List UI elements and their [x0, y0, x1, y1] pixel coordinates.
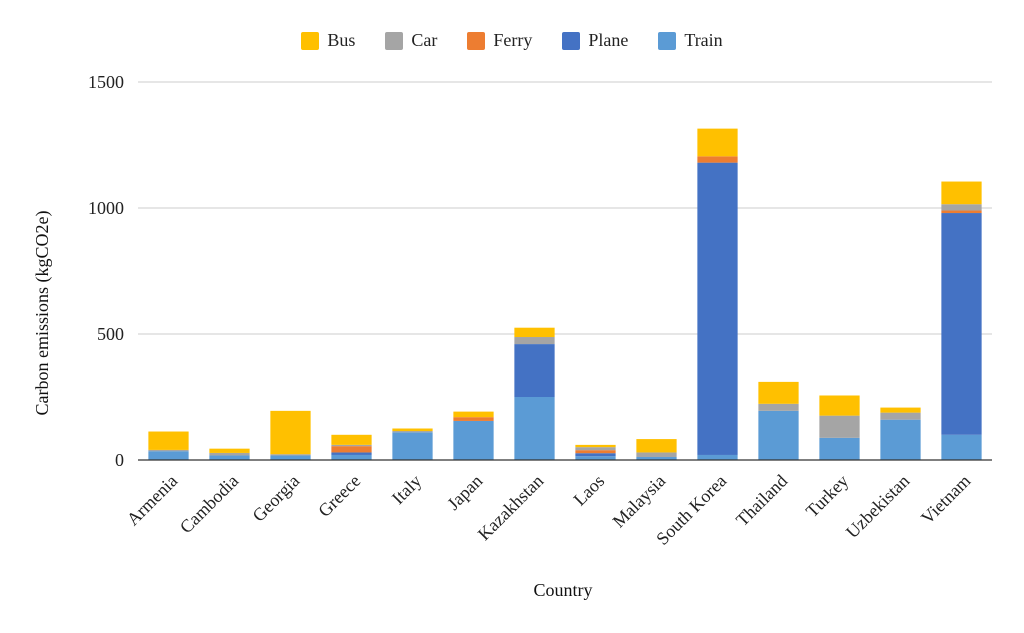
bar-car-greece[interactable] [331, 444, 372, 447]
bar-car-thailand[interactable] [758, 403, 799, 411]
bar-train-south-korea[interactable] [697, 454, 738, 460]
x-tick-label: Thailand [732, 471, 791, 530]
bar-plane-laos[interactable] [575, 453, 616, 457]
legend: Bus Car Ferry Plane Train [0, 30, 1024, 51]
bar-plane-vietnam[interactable] [941, 213, 982, 435]
legend-label-ferry: Ferry [493, 30, 533, 50]
y-tick-label: 500 [97, 324, 124, 344]
legend-swatch-car [385, 31, 404, 50]
bar-ferry-laos[interactable] [575, 450, 616, 454]
bar-bus-vietnam[interactable] [941, 181, 982, 205]
y-tick-label: 0 [115, 450, 124, 470]
bar-car-cambodia[interactable] [209, 452, 250, 456]
bar-car-laos[interactable] [575, 447, 616, 451]
bar-car-turkey[interactable] [819, 415, 860, 438]
x-tick-label: Japan [443, 471, 486, 514]
legend-label-train: Train [684, 30, 723, 50]
bar-car-italy[interactable] [392, 431, 433, 433]
bar-bus-armenia[interactable] [148, 431, 189, 450]
bar-train-kazakhstan[interactable] [514, 397, 555, 460]
x-tick-label: Uzbekistan [842, 471, 913, 542]
x-tick-label: Greece [314, 471, 364, 521]
legend-swatch-train [658, 31, 677, 50]
x-tick-label: Armenia [123, 471, 182, 530]
y-tick-label: 1500 [88, 72, 124, 92]
y-tick-labels: 0 500 1000 1500 [88, 72, 124, 470]
bar-bus-turkey[interactable] [819, 395, 860, 416]
x-tick-label: Malaysia [609, 471, 670, 532]
bars [148, 128, 982, 460]
bar-car-malaysia[interactable] [636, 452, 677, 457]
legend-item-bus[interactable]: Bus [301, 30, 355, 51]
bar-car-georgia[interactable] [270, 454, 311, 456]
bar-train-armenia[interactable] [148, 451, 189, 460]
bar-train-italy[interactable] [392, 432, 433, 460]
bar-plane-greece[interactable] [331, 452, 372, 455]
legend-item-car[interactable]: Car [385, 30, 437, 51]
bar-car-kazakhstan[interactable] [514, 337, 555, 345]
bar-train-turkey[interactable] [819, 437, 860, 460]
bar-train-malaysia[interactable] [636, 456, 677, 460]
x-tick-label: Laos [569, 471, 608, 510]
bar-bus-italy[interactable] [392, 428, 433, 432]
bar-bus-cambodia[interactable] [209, 448, 250, 453]
bar-plane-kazakhstan[interactable] [514, 344, 555, 397]
bar-bus-kazakhstan[interactable] [514, 327, 555, 338]
bar-train-vietnam[interactable] [941, 434, 982, 460]
bar-ferry-south-korea[interactable] [697, 156, 738, 163]
x-tick-label: Georgia [248, 471, 303, 526]
bar-bus-uzbekistan[interactable] [880, 407, 921, 413]
bar-train-georgia[interactable] [270, 455, 311, 460]
legend-label-bus: Bus [327, 30, 356, 50]
legend-label-plane: Plane [588, 30, 629, 50]
bar-bus-georgia[interactable] [270, 410, 311, 455]
bar-train-greece[interactable] [331, 454, 372, 460]
bar-ferry-japan[interactable] [453, 417, 494, 421]
bar-bus-laos[interactable] [575, 444, 616, 448]
bar-train-uzbekistan[interactable] [880, 419, 921, 460]
bar-bus-japan[interactable] [453, 411, 494, 418]
bar-car-vietnam[interactable] [941, 204, 982, 211]
bar-plane-south-korea[interactable] [697, 162, 738, 455]
bar-train-laos[interactable] [575, 456, 616, 460]
bar-ferry-vietnam[interactable] [941, 210, 982, 214]
legend-label-car: Car [411, 30, 438, 50]
x-tick-label: Cambodia [176, 471, 242, 537]
legend-item-plane[interactable]: Plane [562, 30, 628, 51]
bar-car-armenia[interactable] [148, 449, 189, 452]
legend-item-train[interactable]: Train [658, 30, 723, 51]
x-tick-label: Kazakhstan [474, 471, 548, 545]
bar-ferry-greece[interactable] [331, 446, 372, 453]
bar-bus-greece[interactable] [331, 434, 372, 445]
gridlines [138, 81, 992, 335]
bar-car-uzbekistan[interactable] [880, 412, 921, 420]
bar-train-cambodia[interactable] [209, 455, 250, 460]
x-tick-label: Italy [388, 471, 425, 508]
bar-train-japan[interactable] [453, 420, 494, 460]
x-tick-label: Vietnam [917, 471, 974, 528]
legend-swatch-ferry [467, 31, 486, 50]
legend-swatch-bus [301, 31, 320, 50]
legend-item-ferry[interactable]: Ferry [467, 30, 532, 51]
bar-bus-south-korea[interactable] [697, 128, 738, 157]
y-axis-title: Carbon emissions (kgCO2e) [32, 211, 53, 416]
x-axis-title: Country [533, 580, 592, 600]
legend-swatch-plane [562, 31, 581, 50]
bar-bus-malaysia[interactable] [636, 439, 677, 453]
x-tick-label: Turkey [802, 471, 852, 521]
y-tick-label: 1000 [88, 198, 124, 218]
bar-train-thailand[interactable] [758, 410, 799, 460]
bar-bus-thailand[interactable] [758, 381, 799, 404]
